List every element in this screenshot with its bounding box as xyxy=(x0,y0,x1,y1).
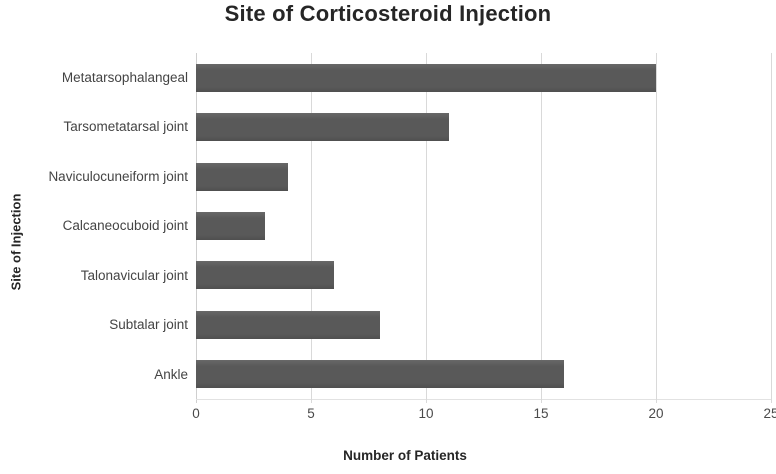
bar-metatarsophalangeal xyxy=(196,64,656,92)
x-tick-label-25: 25 xyxy=(763,406,776,421)
gridline-x-10 xyxy=(426,53,427,403)
chart-title: Site of Corticosteroid Injection xyxy=(224,1,552,26)
bar-talonavicular-joint xyxy=(196,261,334,289)
category-label-subtalar-joint: Subtalar joint xyxy=(109,317,188,332)
gridline-x-25 xyxy=(771,53,772,403)
category-label-calcaneocuboid-joint: Calcaneocuboid joint xyxy=(62,218,188,233)
plot-area xyxy=(196,53,772,403)
gridline-x-5 xyxy=(311,53,312,403)
category-label-talonavicular-joint: Talonavicular joint xyxy=(80,268,188,283)
gridline-x-20 xyxy=(656,53,657,403)
x-tick-label-5: 5 xyxy=(307,406,315,421)
gridline-x-15 xyxy=(541,53,542,403)
category-label-ankle: Ankle xyxy=(154,367,188,382)
x-tick-label-20: 20 xyxy=(648,406,664,421)
bar-naviculocuneiform-joint xyxy=(196,163,288,191)
category-label-tarsometatarsal-joint: Tarsometatarsal joint xyxy=(63,119,188,134)
x-axis-title: Number of Patients xyxy=(343,448,467,463)
category-label-naviculocuneiform-joint: Naviculocuneiform joint xyxy=(48,169,188,184)
x-tick-label-0: 0 xyxy=(192,406,200,421)
x-tick-label-15: 15 xyxy=(533,406,549,421)
x-tick-label-10: 10 xyxy=(418,406,434,421)
bar-subtalar-joint xyxy=(196,311,380,339)
x-axis-line xyxy=(196,399,772,400)
category-label-metatarsophalangeal: Metatarsophalangeal xyxy=(61,70,188,85)
bar-calcaneocuboid-joint xyxy=(196,212,265,240)
bar-tarsometatarsal-joint xyxy=(196,113,449,141)
bar-ankle xyxy=(196,360,564,388)
